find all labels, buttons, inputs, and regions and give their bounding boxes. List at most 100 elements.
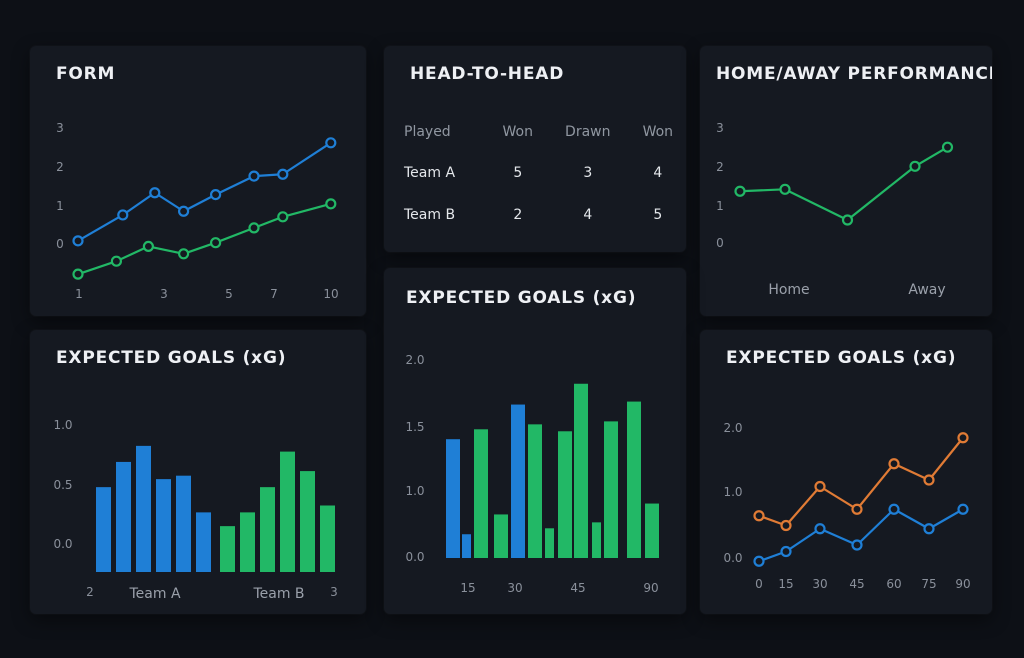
homeaway-category-label: Home xyxy=(768,282,809,298)
xg-center-bar xyxy=(574,383,588,558)
xg-right-x-tick: 75 xyxy=(921,577,936,591)
xg-left-chart: 1.0 0.5 0.0 Team A Team B 2 3 xyxy=(53,418,338,602)
xg-right-data-point xyxy=(753,555,765,567)
form-x-tick: 3 xyxy=(160,287,168,301)
h2h-header-drawn: Drawn xyxy=(565,124,611,140)
xg-left-bar xyxy=(176,475,191,572)
xg-left-bar xyxy=(260,487,275,572)
h2h-won-2: 4 xyxy=(653,165,663,181)
xg-left-corner-label: 3 xyxy=(330,585,338,599)
h2h-team: Team A xyxy=(404,165,456,181)
h2h-header-played: Played xyxy=(404,124,451,140)
h2h-table: Played Won Drawn Won Team A 5 3 4 Team B… xyxy=(404,112,686,236)
form-data-point xyxy=(178,205,190,217)
xg-right-x-tick: 15 xyxy=(778,577,793,591)
xg-center-bar xyxy=(592,522,601,558)
form-data-point xyxy=(72,268,84,280)
form-data-point xyxy=(248,222,260,234)
xg-left-bar xyxy=(96,487,111,572)
xg-right-data-point xyxy=(814,523,826,535)
homeaway-category-label: Away xyxy=(908,282,945,298)
xg-left-bar xyxy=(156,479,171,572)
xg-left-y-tick: 0.5 xyxy=(53,478,72,492)
h2h-header-won: Won xyxy=(502,124,533,140)
xg-right-data-point xyxy=(851,539,863,551)
form-x-tick: 1 xyxy=(75,287,83,301)
xg-left-bar xyxy=(320,505,335,572)
xg-center-bar xyxy=(474,429,488,558)
form-data-point xyxy=(178,248,190,260)
xg-left-y-tick: 0.0 xyxy=(53,537,72,551)
xg-center-bar xyxy=(545,528,554,558)
h2h-drawn: 3 xyxy=(583,165,593,181)
xg-left-bar xyxy=(136,445,151,572)
form-data-point xyxy=(117,209,129,221)
xg-center-y-tick: 1.5 xyxy=(405,420,424,434)
xg-center-bar xyxy=(604,421,618,558)
xg-right-data-point xyxy=(957,503,969,515)
xg-center-chart: 2.0 1.5 1.0 0.0 15 30 45 90 xyxy=(405,353,659,595)
xg-left-bar xyxy=(116,461,131,572)
form-y-tick: 3 xyxy=(56,121,64,135)
xg-left-group-label: Team B xyxy=(252,586,304,602)
xg-right-data-point xyxy=(957,432,969,444)
xg-center-y-tick: 1.0 xyxy=(405,484,424,498)
form-title: FORM xyxy=(56,64,116,84)
xg-right-x-tick: 0 xyxy=(755,577,763,591)
xg-right-data-point xyxy=(923,474,935,486)
xg-right-data-point xyxy=(923,523,935,535)
form-x-tick: 7 xyxy=(270,287,278,301)
form-data-point xyxy=(325,137,337,149)
xg-center-bar xyxy=(446,439,460,558)
xg-center-y-tick: 0.0 xyxy=(405,550,424,564)
xg-right-y-tick: 0.0 xyxy=(723,551,742,565)
xg-right-y-tick: 1.0 xyxy=(723,485,742,499)
homeaway-series-line xyxy=(739,146,949,222)
table-row: Team A 5 3 4 xyxy=(404,152,686,194)
xg-right-x-tick: 45 xyxy=(849,577,864,591)
homeaway-data-point xyxy=(779,183,791,195)
xg-right-data-point xyxy=(780,545,792,558)
xg-right-data-point xyxy=(851,503,863,515)
xg-left-group-label: Team A xyxy=(128,586,180,602)
homeaway-panel: HOME/AWAY PERFORMANCE 3 2 1 0 Home Away xyxy=(700,46,992,316)
form-y-tick: 1 xyxy=(56,199,64,213)
xg-right-data-point xyxy=(780,519,792,532)
xg-center-x-tick: 15 xyxy=(460,581,475,595)
h2h-title: HEAD-TO-HEAD xyxy=(410,64,565,84)
form-data-point xyxy=(325,198,337,210)
homeaway-y-tick: 2 xyxy=(716,160,724,174)
xg-center-bar xyxy=(462,534,471,558)
form-data-point xyxy=(277,211,289,223)
xg-center-x-tick: 45 xyxy=(570,581,585,595)
xg-right-panel: EXPECTED GOALS (xG) 2.0 1.0 0.0 0 15 30 45 60 75… xyxy=(700,330,992,614)
h2h-won: 2 xyxy=(513,207,523,223)
form-x-tick: 5 xyxy=(225,287,233,301)
h2h-panel: HEAD-TO-HEAD Played Won Drawn Won Team A… xyxy=(384,46,686,252)
form-data-point xyxy=(72,235,84,247)
h2h-header-won-2: Won xyxy=(642,124,674,140)
form-y-tick: 0 xyxy=(56,237,64,251)
xg-center-y-tick: 2.0 xyxy=(405,353,424,367)
form-data-point xyxy=(210,189,222,201)
xg-left-bar xyxy=(240,512,255,572)
form-y-tick: 2 xyxy=(56,160,64,174)
homeaway-title: HOME/AWAY PERFORMANCE xyxy=(716,64,992,84)
h2h-won: 5 xyxy=(513,165,523,181)
homeaway-y-tick: 3 xyxy=(716,121,724,135)
form-x-tick: 10 xyxy=(323,287,338,301)
h2h-drawn: 4 xyxy=(583,207,593,223)
xg-left-title: EXPECTED GOALS (xG) xyxy=(56,348,287,368)
xg-center-bar xyxy=(627,401,641,558)
xg-left-y-tick: 1.0 xyxy=(53,418,72,432)
homeaway-y-tick: 1 xyxy=(716,199,724,213)
xg-center-x-tick: 30 xyxy=(507,581,522,595)
xg-left-bar xyxy=(300,471,315,572)
homeaway-chart: 3 2 1 0 Home Away xyxy=(716,121,954,298)
xg-right-x-tick: 30 xyxy=(812,577,827,591)
form-data-point xyxy=(110,255,123,267)
homeaway-data-point xyxy=(841,214,854,226)
xg-right-data-point xyxy=(888,458,900,470)
form-data-point xyxy=(149,187,161,199)
